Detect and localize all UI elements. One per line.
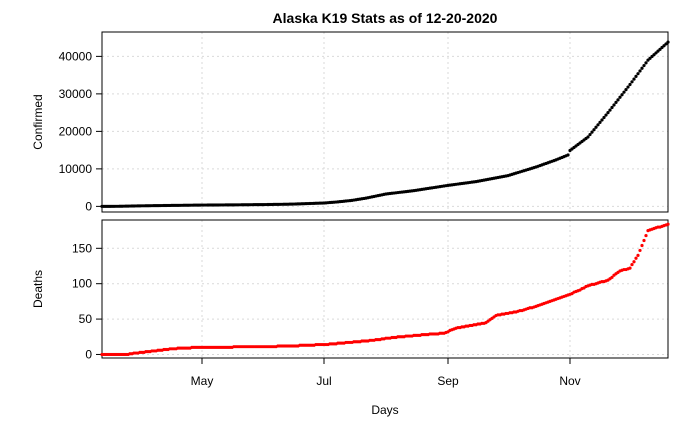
data-point	[610, 105, 614, 110]
x-tick-label: Sep	[437, 374, 459, 388]
data-point	[638, 69, 642, 73]
y-tick-label: 0	[85, 347, 92, 361]
data-point	[632, 77, 636, 81]
data-point	[588, 132, 592, 137]
y-axis-label: Deaths	[31, 270, 45, 308]
data-point	[642, 63, 646, 68]
data-point	[590, 130, 594, 134]
plot-frame	[101, 219, 669, 359]
data-point	[634, 74, 638, 78]
plot-frame	[101, 31, 669, 213]
data-point	[638, 248, 642, 253]
data-point	[604, 113, 608, 117]
data-point	[612, 103, 616, 107]
data-point	[608, 108, 612, 112]
data-point	[666, 222, 670, 226]
data-point	[602, 115, 606, 120]
data-point	[642, 238, 646, 243]
data-point	[614, 100, 618, 104]
data-point	[622, 90, 626, 94]
data-point	[644, 61, 648, 65]
data-point	[620, 93, 624, 97]
data-points	[100, 40, 670, 208]
data-point	[636, 72, 640, 76]
x-tick-label: Nov	[559, 374, 580, 388]
y-tick-label: 20000	[59, 124, 93, 138]
data-point	[634, 256, 638, 260]
data-point	[600, 118, 604, 122]
x-axis-label: Days	[371, 403, 398, 417]
data-point	[592, 128, 596, 132]
data-point	[640, 243, 644, 248]
y-tick-label: 40000	[59, 49, 93, 63]
data-point	[596, 123, 600, 127]
y-tick-label: 50	[79, 312, 93, 326]
data-point	[644, 233, 648, 238]
x-tick-label: May	[191, 374, 214, 388]
y-tick-label: 0	[85, 199, 92, 213]
data-point	[624, 88, 628, 92]
data-point	[666, 40, 670, 44]
data-point	[598, 120, 602, 124]
y-axis-label: Confirmed	[31, 94, 45, 149]
data-point	[610, 275, 614, 279]
data-point	[606, 111, 610, 115]
data-point	[640, 66, 644, 70]
x-tick-label: Jul	[316, 374, 331, 388]
y-tick-label: 100	[72, 277, 92, 291]
data-point	[628, 266, 632, 270]
data-points	[100, 222, 670, 357]
data-point	[616, 98, 620, 102]
data-point	[618, 95, 622, 99]
y-tick-label: 10000	[59, 162, 93, 176]
y-tick-label: 30000	[59, 87, 93, 101]
confirmed-panel: 0 10000 20000 30000 40000 Confirmed	[31, 31, 670, 213]
data-point	[628, 82, 632, 87]
data-point	[630, 80, 634, 84]
data-point	[566, 153, 570, 157]
data-point	[636, 253, 640, 257]
data-point	[632, 260, 636, 264]
chart-title: Alaska K19 Stats as of 12-20-2020	[273, 10, 498, 26]
deaths-panel: 0 50 100 150 Deaths May Jul Sep Nov Days	[31, 219, 670, 417]
data-point	[586, 135, 590, 139]
data-point	[626, 85, 630, 89]
y-tick-label: 150	[72, 241, 92, 255]
data-point	[594, 125, 598, 129]
data-point	[630, 262, 634, 267]
